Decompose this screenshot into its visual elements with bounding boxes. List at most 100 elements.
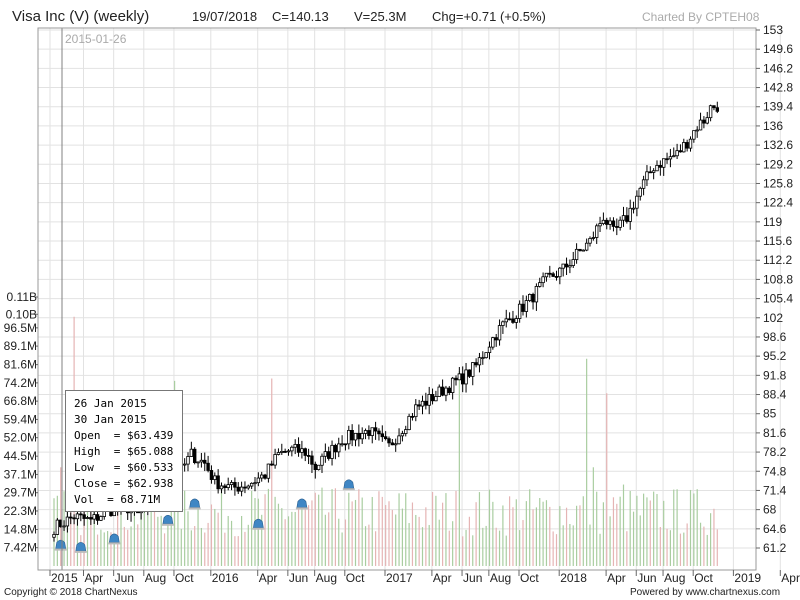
candle [631,201,636,214]
candle [621,206,626,227]
candle [226,477,230,491]
candle-body [270,463,274,466]
candle-body [393,443,398,446]
candle [417,399,421,410]
candle [574,243,579,264]
event-marker-icon[interactable] [188,498,201,510]
candle [705,111,709,125]
candle-body [467,369,472,377]
volume-tick-label: 81.6M [4,358,37,372]
event-marker-icon[interactable] [295,498,308,510]
candle [678,144,683,153]
candle [524,295,529,318]
candle-body [182,463,187,466]
event-marker-icon[interactable] [54,539,67,551]
candle-body [605,219,609,225]
candle-body [672,155,676,158]
price-tick-label: 149.6 [763,42,793,56]
candle [635,190,639,217]
time-tick-label: Jun [289,571,308,585]
tooltip-open: Open = $63.439 [74,429,174,442]
candle [692,130,696,143]
event-marker-icon[interactable] [108,533,121,545]
candle-body [407,415,411,431]
candle-body [491,337,495,348]
time-tick-label: Oct [694,571,713,585]
volume-tick-label: 66.8M [4,394,37,408]
bell-icon [296,498,308,508]
candle [558,267,562,285]
time-tick-label: 2016 [212,571,239,585]
bell-icon [162,514,174,525]
candle [564,257,569,275]
volume-tick-label: 0.10B [6,307,37,321]
powered-by-link[interactable]: Powered by www.chartnexus.com [630,587,781,598]
candle-body [440,386,445,396]
candle-body [203,459,207,464]
candle-body [635,195,639,209]
time-tick-label: Apr [433,571,452,585]
candle-body [487,346,492,353]
candle [618,216,622,231]
candle-body [256,477,261,484]
candle [333,443,338,460]
candle-body [571,259,575,266]
price-tick-label: 153 [763,23,783,37]
candle-body [326,451,331,459]
event-marker-icon[interactable] [161,514,174,526]
event-marker-icon[interactable] [74,542,87,553]
candle [290,445,294,457]
candle [672,147,676,158]
event-markers [54,479,355,553]
event-base [54,548,67,551]
candle-body [243,486,247,489]
candle-body [457,373,462,381]
candle-body [695,129,699,132]
candle [477,352,482,373]
candle [363,428,368,440]
event-base [161,523,174,526]
candle [447,386,451,396]
candle [457,367,462,381]
bell-icon [108,533,120,543]
event-marker-icon[interactable] [342,479,355,491]
candle [581,249,585,252]
candle [89,510,93,525]
candle [340,435,344,447]
time-tick-label: Aug [145,571,166,585]
candle [424,392,428,410]
time-tick-label: Apr [781,571,800,585]
candle-body [471,362,475,377]
candle [182,458,187,472]
bell-icon [75,542,87,552]
bell-icon [252,518,264,529]
candle [571,251,575,268]
volume-tick-label: 89.1M [4,339,37,353]
candle-body [598,223,602,227]
candle-body [276,452,281,455]
price-tick-label: 146.2 [763,61,793,75]
price-tick-label: 102 [763,311,783,325]
candle-body [678,150,683,153]
candle-body [377,430,381,435]
candle [420,395,425,415]
candle [206,455,210,473]
candle-body [85,517,90,519]
time-tick-label: 2015 [51,571,78,585]
candle [203,452,207,472]
time-tick-label: Aug [316,571,337,585]
candle [668,148,673,168]
event-marker-icon[interactable] [252,518,265,530]
candle-body [65,516,70,527]
candle-body [578,248,582,251]
candle [350,424,354,447]
candle [219,482,224,494]
candle [414,399,418,422]
candle-body [363,430,368,434]
candle-body [517,303,522,319]
time-tick-label: Oct [346,571,365,585]
candle [464,362,468,393]
candle [377,428,381,441]
candle [357,424,361,447]
